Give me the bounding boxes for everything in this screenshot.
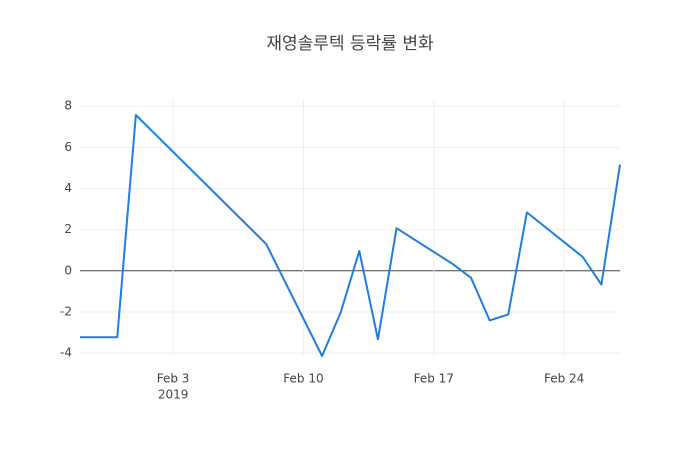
y-tick-label: 8 <box>64 99 72 113</box>
y-tick-label: 2 <box>64 222 72 236</box>
x-year-label: 2019 <box>158 388 189 402</box>
y-tick-label: -2 <box>60 304 72 318</box>
y-tick-label: 4 <box>64 181 72 195</box>
chart-title: 재영솔루텍 등락률 변화 <box>266 34 434 54</box>
x-tick-label: Feb 24 <box>544 372 584 386</box>
y-tick-label: 6 <box>64 140 72 154</box>
x-tick-label: Feb 17 <box>414 372 454 386</box>
x-tick-label: Feb 10 <box>283 372 323 386</box>
line <box>80 114 621 357</box>
y-tick-label: -4 <box>60 346 72 360</box>
x-tick-label: Feb 3 <box>157 372 190 386</box>
y-tick-label: 0 <box>64 263 72 277</box>
